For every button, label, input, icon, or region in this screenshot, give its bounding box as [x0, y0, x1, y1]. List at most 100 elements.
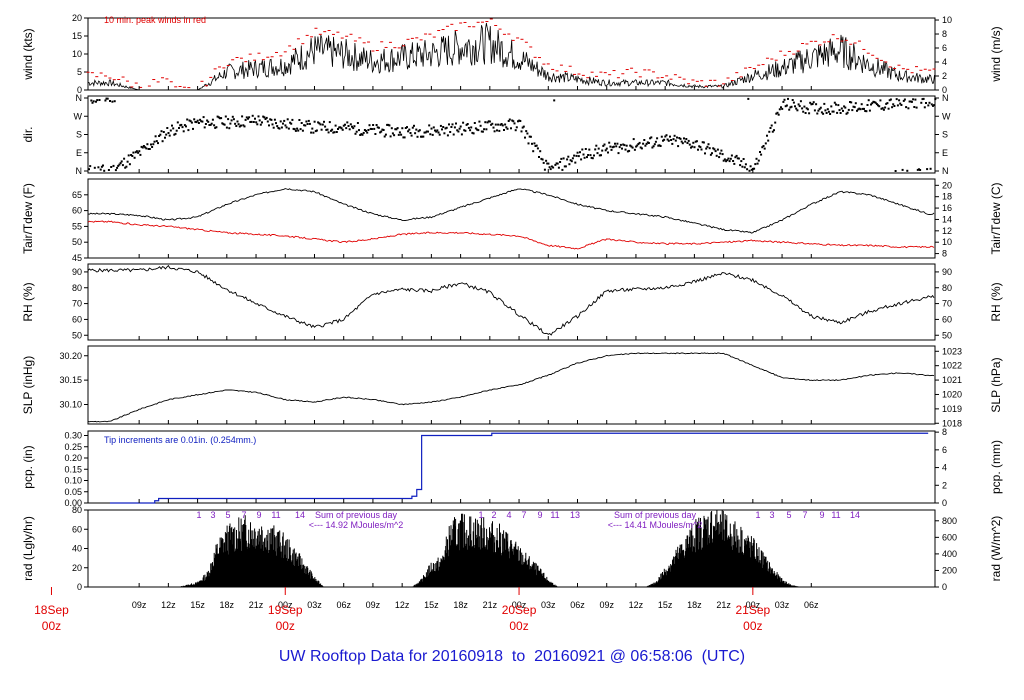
dir-point: [225, 126, 228, 129]
temp-ytick-label: 65: [72, 190, 82, 200]
rad-summary-line2: <--- 14.41 MJoules/m^2: [608, 520, 703, 530]
dir-point: [761, 146, 764, 149]
dir-point: [808, 112, 811, 115]
dir-point: [499, 123, 502, 126]
dir-point: [368, 124, 371, 127]
pcp-ytick-right-label: 2: [942, 480, 947, 490]
dir-point: [228, 127, 231, 130]
dir-point: [679, 137, 682, 140]
pcp-frame: [87, 430, 936, 504]
dir-point: [187, 129, 190, 132]
dir-point: [145, 147, 148, 150]
dir-point: [451, 123, 454, 126]
dir-point: [320, 128, 323, 131]
dir-point: [206, 119, 209, 122]
rad-hour-mark: 5: [786, 510, 791, 520]
dir-point: [901, 168, 904, 171]
x-tick-label: 09z: [599, 600, 614, 610]
pcp-ytick-label: 0.15: [64, 464, 82, 474]
dir-point: [771, 130, 774, 133]
dir-point: [434, 129, 436, 132]
dir-point: [377, 126, 380, 129]
dir-point: [754, 163, 757, 166]
dir-point: [885, 102, 888, 105]
dir-point: [376, 126, 379, 129]
dir-point: [555, 162, 558, 165]
dir-point: [820, 111, 823, 114]
dir-point: [709, 153, 712, 156]
rad-hour-mark: 7: [241, 510, 246, 520]
dir-point: [840, 107, 843, 110]
dir-point: [595, 144, 598, 147]
wind-ytick-right-label: 4: [942, 57, 947, 67]
dir-point: [393, 134, 396, 137]
dir-point: [271, 123, 274, 126]
dir-point: [479, 124, 482, 127]
dir-point: [563, 165, 566, 168]
pcp-ytick-right-label: 8: [942, 427, 947, 437]
dir-point: [683, 137, 685, 140]
dir-point: [587, 154, 590, 156]
dir-point: [241, 115, 244, 118]
rad-ytick-label: 40: [72, 544, 82, 554]
dir-point: [164, 136, 166, 139]
dir-point: [662, 139, 664, 142]
dir-point: [640, 147, 643, 150]
dir-point: [501, 124, 504, 127]
dir-point: [801, 107, 804, 110]
dir-point: [895, 98, 898, 101]
dir-point: [777, 113, 780, 116]
dir-point: [275, 122, 277, 125]
dir-point: [457, 130, 460, 133]
dir-point: [775, 112, 778, 115]
dir-point: [882, 108, 885, 111]
dir-point: [701, 141, 704, 144]
dir-point: [770, 124, 773, 127]
dir-point: [290, 122, 293, 125]
dir-point: [823, 102, 826, 105]
slp-ytick-label: 30.15: [59, 375, 82, 385]
dir-point: [473, 122, 476, 124]
dir-point: [611, 146, 614, 149]
dir-point: [347, 125, 350, 127]
dir-point: [168, 134, 171, 137]
dir-point: [258, 119, 261, 122]
pcp-ytick-label: 0.30: [64, 431, 82, 441]
dir-point: [529, 135, 532, 138]
dir-point: [308, 122, 311, 125]
dir-point: [792, 101, 795, 104]
rh-ytick-label: 90: [72, 267, 82, 277]
dir-ytick-right-label: W: [942, 111, 951, 121]
dir-point: [598, 154, 601, 157]
dir-point: [437, 131, 440, 134]
temp-ytick-label: 50: [72, 237, 82, 247]
dir-point: [888, 99, 891, 102]
dir-point: [695, 140, 698, 143]
dir-point: [749, 165, 752, 168]
dir-point: [337, 128, 339, 130]
rad-ylabel-right: rad (W/m^2): [989, 516, 1003, 582]
dir-point: [169, 129, 172, 132]
dir-point: [802, 110, 805, 113]
dir-point: [549, 168, 552, 171]
dir-point: [864, 110, 867, 112]
dir-point: [536, 147, 539, 150]
dir-point: [778, 108, 781, 111]
dir-point: [411, 126, 414, 129]
dir-point: [307, 119, 310, 122]
dir-point: [218, 117, 221, 120]
dir-point: [780, 106, 782, 109]
dir-point: [160, 130, 163, 133]
x-tick-label: 15z: [424, 600, 439, 610]
dir-point: [928, 101, 931, 104]
dir-point: [798, 105, 801, 108]
dir-point: [154, 135, 157, 138]
dir-point: [746, 168, 749, 171]
dir-point: [396, 127, 399, 130]
dir-point: [351, 125, 353, 128]
dir-point: [130, 154, 133, 156]
dir-point: [868, 109, 871, 112]
wind-ylabel: wind (kts): [21, 28, 35, 80]
dir-point: [867, 99, 870, 102]
dir-point: [409, 132, 412, 134]
